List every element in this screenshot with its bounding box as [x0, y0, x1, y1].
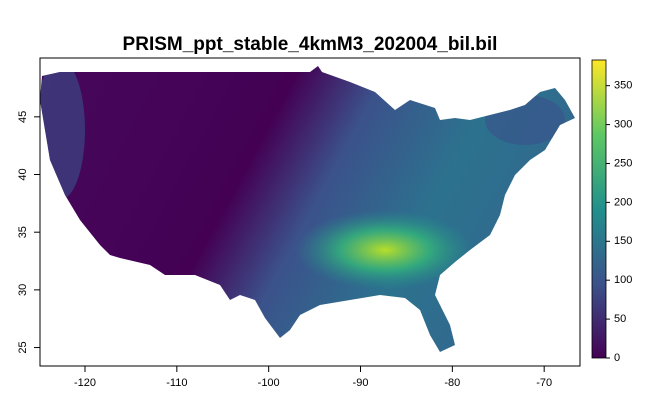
colorbar-tick-label: 100 — [614, 274, 632, 286]
x-tick-label: -70 — [536, 377, 552, 389]
x-tick-label: -100 — [258, 377, 280, 389]
y-tick-label: 35 — [17, 226, 29, 238]
colorbar-tick-label: 350 — [614, 80, 632, 92]
colorbar-tick-label: 200 — [614, 196, 632, 208]
colorbar — [591, 59, 607, 359]
colorbar-tick-label: 150 — [614, 235, 632, 247]
colorbar-tick-label: 0 — [614, 352, 620, 364]
x-tick-label: -80 — [444, 377, 460, 389]
y-tick-label: 30 — [17, 284, 29, 296]
chart-title: PRISM_ppt_stable_4kmM3_202004_bil.bil — [123, 34, 498, 55]
colorbar-tick-label: 50 — [614, 313, 626, 325]
colorbar-tick-label: 250 — [614, 157, 632, 169]
y-tick-label: 45 — [17, 111, 29, 123]
y-tick-label: 40 — [17, 168, 29, 180]
colorbar-tick-label: 300 — [614, 118, 632, 130]
precipitation-raster — [40, 66, 575, 352]
plot-frame — [39, 57, 581, 367]
x-tick-label: -120 — [74, 377, 96, 389]
y-tick-label: 25 — [17, 341, 29, 353]
x-tick-label: -90 — [353, 377, 369, 389]
x-tick-label: -110 — [166, 377, 187, 389]
